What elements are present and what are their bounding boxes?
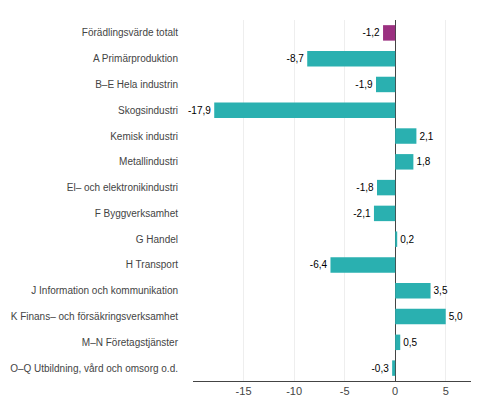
svg-text:G Handel: G Handel [136,234,178,245]
svg-text:A Primärproduktion: A Primärproduktion [93,53,178,64]
svg-text:B–E Hela industrin: B–E Hela industrin [95,79,178,90]
svg-text:0,5: 0,5 [403,337,417,348]
svg-text:F Byggverksamhet: F Byggverksamhet [95,208,179,219]
svg-text:-0,3: -0,3 [371,363,389,374]
svg-text:2,1: 2,1 [419,131,433,142]
svg-text:Skogsindustri: Skogsindustri [118,105,178,116]
svg-text:-2,1: -2,1 [353,208,371,219]
svg-text:3,5: 3,5 [434,285,448,296]
svg-text:0: 0 [392,385,398,397]
svg-text:-10: -10 [286,385,302,397]
svg-text:H Transport: H Transport [126,259,178,270]
svg-text:K Finans– och försäkringsverks: K Finans– och försäkringsverksamhet [11,311,179,322]
svg-text:M–N Företagstjänster: M–N Företagstjänster [82,337,179,348]
svg-text:-1,8: -1,8 [356,182,374,193]
svg-text:0,2: 0,2 [400,234,414,245]
svg-text:-1,2: -1,2 [362,27,380,38]
svg-text:El– och elektronikindustri: El– och elektronikindustri [67,182,178,193]
svg-text:Förädlingsvärde totalt: Förädlingsvärde totalt [82,27,178,38]
svg-text:Kemisk industri: Kemisk industri [110,131,178,142]
svg-text:-17,9: -17,9 [188,105,211,116]
svg-text:O–Q Utbildning, vård och omsor: O–Q Utbildning, vård och omsorg o.d. [10,363,178,374]
svg-text:Metallindustri: Metallindustri [119,156,178,167]
svg-text:-5: -5 [340,385,350,397]
svg-text:-8,7: -8,7 [287,53,305,64]
svg-text:5,0: 5,0 [449,311,463,322]
svg-text:-6,4: -6,4 [310,259,328,270]
svg-text:1,8: 1,8 [416,156,430,167]
svg-text:J Information och kommunikatio: J Information och kommunikation [31,285,178,296]
svg-text:-1,9: -1,9 [355,79,373,90]
svg-text:-15: -15 [236,385,252,397]
svg-text:5: 5 [443,385,449,397]
